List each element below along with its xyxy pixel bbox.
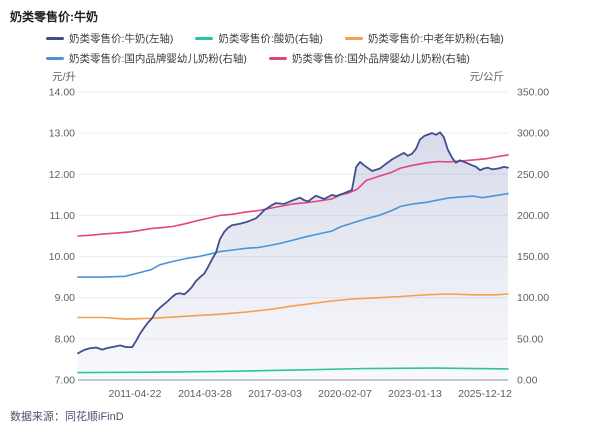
x-tick-label: 2014-03-28	[178, 388, 232, 400]
legend-swatch-milk	[46, 37, 64, 40]
y-left-tick-label: 11.00	[50, 210, 76, 222]
series-line-milk	[77, 131, 509, 355]
x-tick-label: 2025-12-12	[458, 388, 512, 400]
y-left-tick-label: 9.00	[55, 292, 76, 304]
y-right-tick-label: 50.00	[517, 333, 543, 345]
x-tick-label: 2023-01-13	[388, 388, 442, 400]
legend-label: 奶类零售价:国内品牌婴幼儿奶粉(右轴)	[69, 53, 247, 65]
y-left-tick-label: 12.00	[49, 169, 75, 181]
y-right-tick-label: 100.00	[517, 292, 549, 304]
legend-label: 奶类零售价:国外品牌婴幼儿奶粉(右轴)	[291, 53, 470, 65]
series-line-middle-aged-milk-powder	[77, 293, 509, 320]
legend-item-milk[interactable]: 奶类零售价:牛奶(左轴)	[46, 31, 173, 46]
data-source-note: 数据来源：同花顺iFinD	[10, 411, 124, 423]
y-right-tick-label: 250.00	[517, 169, 549, 181]
series-line-domestic-infant-formula	[77, 192, 509, 278]
chart-canvas: 7.00 0.00 8.00 50.00 9.00 100.00 10.00 150.00 11…	[49, 71, 550, 400]
x-tick-label: 2017-03-03	[248, 388, 302, 400]
legend-swatch-yogurt	[195, 37, 214, 40]
legend-label: 奶类零售价:牛奶(左轴)	[69, 33, 174, 45]
y-right-axis-unit: 元/公斤	[470, 71, 504, 83]
legend-item-domestic-infant-formula[interactable]: 奶类零售价:国内品牌婴幼儿奶粉(右轴)	[46, 51, 247, 66]
legend-label: 奶类零售价:酸奶(右轴)	[218, 33, 323, 45]
y-right-tick-label: 0.00	[517, 375, 538, 387]
y-right-tick-label: 200.00	[517, 210, 549, 222]
legend-swatch-middle-aged-milk-powder	[344, 37, 363, 40]
y-left-tick-label: 13.00	[49, 128, 75, 140]
legend-item-yogurt[interactable]: 奶类零售价:酸奶(右轴)	[195, 31, 323, 46]
legend-swatch-foreign-infant-formula	[268, 57, 287, 60]
y-right-tick-label: 350.00	[517, 87, 549, 99]
legend-swatch-domestic-infant-formula	[46, 57, 64, 60]
y-left-axis-unit: 元/升	[52, 71, 76, 83]
legend-label: 奶类零售价:中老年奶粉(右轴)	[367, 33, 504, 45]
y-left-tick-label: 14.00	[49, 87, 75, 99]
y-right-tick-label: 300.00	[517, 128, 549, 140]
series-line-foreign-infant-formula	[77, 154, 509, 237]
x-tick-label: 2011-04-22	[109, 388, 162, 400]
y-right-tick-label: 150.00	[517, 251, 549, 263]
y-left-tick-label: 10.00	[49, 251, 75, 263]
legend-item-foreign-infant-formula[interactable]: 奶类零售价:国外品牌婴幼儿奶粉(右轴)	[268, 51, 470, 66]
chart-legend: 奶类零售价:牛奶(左轴) 奶类零售价:酸奶(右轴) 奶类零售价:中老年奶粉(右轴) 奶…	[46, 31, 546, 66]
series-area-milk	[78, 132, 508, 380]
legend-item-middle-aged-milk-powder[interactable]: 奶类零售价:中老年奶粉(右轴)	[344, 31, 504, 46]
y-left-tick-label: 7.00	[55, 375, 76, 387]
y-left-tick-label: 8.00	[55, 333, 76, 345]
x-tick-label: 2020-02-07	[318, 388, 372, 400]
chart-title: 奶类零售价:牛奶	[10, 10, 98, 24]
series-line-yogurt	[77, 367, 509, 374]
